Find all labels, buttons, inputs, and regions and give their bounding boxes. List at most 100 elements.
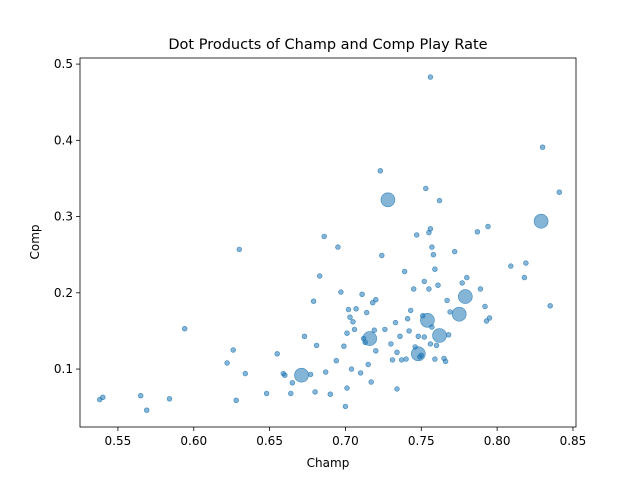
data-point: [533, 213, 549, 229]
data-point: [289, 380, 296, 386]
data-point: [452, 248, 458, 255]
data-point: [482, 303, 488, 310]
data-point: [342, 403, 349, 410]
data-point: [317, 273, 323, 279]
data-point: [426, 286, 432, 292]
data-point: [368, 379, 374, 385]
data-point: [430, 252, 437, 258]
data-point: [335, 244, 341, 250]
data-point: [310, 298, 317, 304]
data-point: [477, 286, 484, 292]
data-point: [556, 189, 562, 195]
data-point: [447, 309, 453, 315]
data-point: [341, 343, 347, 349]
x-tick-label: 0.75: [408, 434, 435, 448]
chart-title: Dot Products of Champ and Comp Play Rate: [168, 37, 487, 53]
data-point: [362, 331, 378, 346]
data-point: [373, 348, 379, 354]
x-tick-label: 0.80: [484, 434, 511, 448]
data-point: [414, 232, 420, 238]
data-point: [166, 396, 173, 402]
data-point: [321, 233, 327, 240]
x-tick-label: 0.70: [332, 434, 359, 448]
data-point: [539, 144, 546, 150]
x-tick-label: 0.55: [105, 434, 132, 448]
y-axis-label: Comp: [28, 224, 42, 259]
plot-frame: [79, 57, 577, 428]
y-tick-label: 0.1: [54, 362, 73, 376]
data-point: [389, 357, 396, 363]
data-point: [351, 326, 358, 333]
data-point: [344, 330, 350, 336]
data-point: [429, 244, 435, 250]
data-point: [379, 252, 385, 259]
data-point: [433, 342, 440, 349]
data-point: [377, 168, 383, 174]
data-point: [359, 291, 365, 297]
data-point: [427, 341, 434, 347]
data-point: [394, 386, 400, 392]
data-point: [294, 367, 309, 383]
data-point: [345, 306, 352, 313]
data-point: [288, 390, 294, 397]
data-point: [350, 319, 356, 325]
data-point: [451, 306, 467, 322]
data-point: [474, 229, 481, 235]
data-point: [333, 358, 339, 364]
data-point: [427, 74, 434, 80]
data-point: [406, 328, 412, 334]
y-tick-label: 0.3: [54, 210, 73, 224]
data-point: [411, 286, 417, 292]
data-point: [404, 316, 411, 322]
data-point: [230, 347, 236, 353]
data-point: [486, 315, 493, 321]
data-point: [392, 319, 399, 326]
data-point: [459, 280, 465, 286]
data-point: [388, 341, 394, 347]
data-point: [224, 360, 230, 366]
data-point: [364, 309, 370, 316]
data-point: [521, 274, 528, 281]
data-point: [394, 349, 400, 355]
data-point: [421, 278, 427, 285]
data-point: [436, 197, 443, 204]
data-point: [420, 312, 435, 328]
data-point: [435, 282, 441, 288]
data-point: [301, 333, 308, 339]
data-point: [338, 289, 344, 295]
data-point: [442, 358, 449, 365]
data-point: [432, 266, 438, 272]
data-point: [348, 366, 355, 372]
data-point: [415, 333, 421, 339]
points-layer: [96, 74, 562, 413]
ticks-layer: 0.55 0.60 0.65 0.70 0.75 0.80 0.85 0.1 0.2 0.3 0.4…: [54, 57, 586, 448]
y-tick-label: 0.5: [54, 57, 73, 71]
data-point: [427, 226, 434, 232]
data-point: [182, 326, 188, 332]
data-point: [233, 397, 239, 403]
data-point: [353, 306, 359, 312]
data-point: [523, 260, 529, 266]
data-point: [138, 393, 144, 399]
x-tick-label: 0.85: [560, 434, 587, 448]
data-point: [397, 333, 403, 339]
data-point: [508, 263, 514, 269]
x-tick-label: 0.65: [256, 434, 283, 448]
data-point: [242, 370, 249, 377]
data-point: [274, 351, 280, 357]
data-point: [282, 372, 288, 378]
data-point: [380, 192, 396, 208]
data-point: [357, 370, 364, 376]
data-point: [327, 391, 333, 397]
data-point: [344, 385, 350, 391]
data-point: [432, 328, 447, 343]
data-point: [464, 274, 470, 281]
data-point: [382, 326, 388, 333]
data-point: [100, 394, 106, 400]
data-point: [408, 307, 414, 314]
data-point: [418, 352, 424, 358]
data-point: [444, 297, 450, 304]
x-axis-label: Champ: [307, 456, 350, 470]
data-point: [323, 369, 329, 375]
